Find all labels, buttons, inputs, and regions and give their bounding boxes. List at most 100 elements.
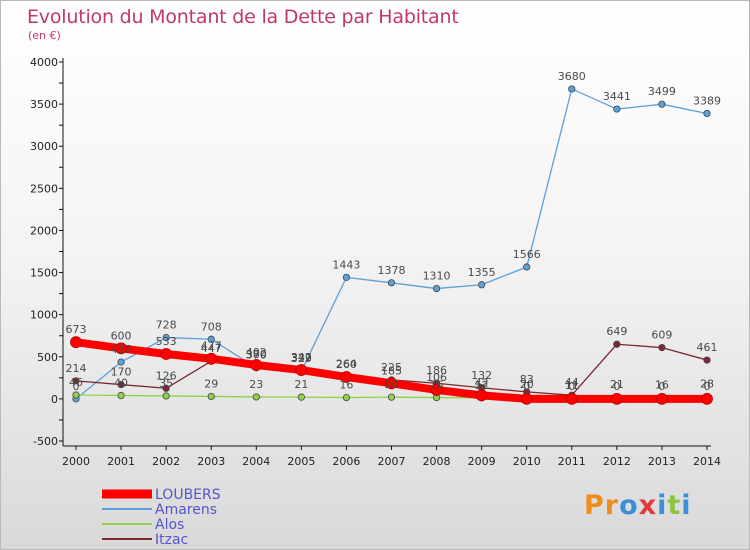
data-label-loubers: 185 xyxy=(381,364,402,377)
logo-letter: r xyxy=(604,490,620,521)
data-label-itzac: 380 xyxy=(246,348,267,361)
data-label-amarens: 3389 xyxy=(693,94,721,107)
data-label-itzac: 186 xyxy=(426,364,447,377)
x-tick-label: 2005 xyxy=(287,455,315,468)
data-label-amarens: 437 xyxy=(111,343,132,356)
data-label-amarens: 1310 xyxy=(423,270,451,283)
data-label-loubers: 260 xyxy=(336,358,357,371)
data-label-itzac: 170 xyxy=(111,366,132,379)
data-label-amarens: 1378 xyxy=(378,264,406,277)
data-point-alos xyxy=(117,391,125,400)
x-tick-label: 2002 xyxy=(152,455,180,468)
data-label-alos: 23 xyxy=(249,378,263,391)
legend-label-itzac: Itzac xyxy=(155,532,188,548)
x-tick-label: 2009 xyxy=(468,455,496,468)
y-tick-label: 500 xyxy=(37,351,58,364)
proxiti-logo: Proxiti xyxy=(584,490,692,521)
data-label-itzac: 337 xyxy=(291,352,312,365)
data-label-alos: 16 xyxy=(430,379,444,392)
data-point-amarens xyxy=(207,335,215,343)
data-label-amarens: 0 xyxy=(73,380,80,393)
x-tick-label: 2003 xyxy=(197,455,225,468)
data-label-itzac: 225 xyxy=(381,361,402,374)
x-tick-label: 2012 xyxy=(603,455,631,468)
data-label-itzac: 126 xyxy=(156,369,177,382)
data-label-itzac: 447 xyxy=(201,342,222,355)
data-point-alos xyxy=(297,393,305,401)
data-label-loubers: 106 xyxy=(426,371,447,384)
data-point-loubers xyxy=(656,392,668,405)
y-tick-label: 3000 xyxy=(30,140,58,153)
x-tick-label: 2006 xyxy=(332,455,360,468)
x-tick-label: 2007 xyxy=(378,455,406,468)
data-point-itzac xyxy=(703,356,711,364)
data-point-amarens xyxy=(613,105,621,113)
x-tick-label: 2001 xyxy=(107,455,135,468)
data-point-amarens xyxy=(162,333,170,342)
data-label-amarens: 3441 xyxy=(603,90,631,103)
data-point-amarens xyxy=(432,284,441,293)
data-label-amarens: 1566 xyxy=(513,248,541,261)
data-point-amarens xyxy=(117,358,125,366)
data-label-itzac: 83 xyxy=(520,373,534,386)
y-tick-label: 1000 xyxy=(30,309,58,322)
data-point-loubers xyxy=(115,342,127,355)
data-label-alos: 21 xyxy=(610,378,624,391)
data-label-amarens: 3499 xyxy=(648,85,676,98)
data-label-itzac: 649 xyxy=(606,325,627,338)
data-label-alos: 16 xyxy=(655,379,669,392)
data-label-loubers: 477 xyxy=(201,340,222,353)
logo-letter: i xyxy=(657,490,668,521)
data-point-alos xyxy=(72,391,80,399)
data-label-alos: 11 xyxy=(565,379,579,392)
data-label-loubers: 0 xyxy=(704,380,711,393)
data-point-amarens xyxy=(387,279,396,287)
y-tick-label: -500 xyxy=(33,435,58,448)
data-label-alos: 40 xyxy=(114,377,128,390)
y-tick-label: 2000 xyxy=(30,224,58,237)
data-point-loubers xyxy=(430,384,443,396)
data-point-itzac xyxy=(613,340,621,348)
y-tick-label: 4000 xyxy=(30,56,58,69)
y-tick-label: 2500 xyxy=(30,182,58,195)
data-label-alos: 12 xyxy=(475,379,489,392)
data-label-loubers: 600 xyxy=(111,329,132,342)
logo-letter: P xyxy=(584,490,605,521)
data-point-loubers xyxy=(70,336,82,349)
y-tick-label: 3500 xyxy=(30,98,58,111)
x-tick-label: 2004 xyxy=(242,455,270,468)
chart-title: Evolution du Montant de la Dette par Hab… xyxy=(27,6,459,28)
data-label-alos: 35 xyxy=(159,377,173,390)
data-point-alos xyxy=(387,393,396,401)
data-point-amarens xyxy=(703,109,711,118)
y-tick-label: 1500 xyxy=(30,267,58,280)
data-point-loubers xyxy=(205,352,218,365)
data-label-loubers: 0 xyxy=(523,380,530,393)
data-point-itzac xyxy=(72,377,80,385)
data-label-itzac: 609 xyxy=(651,329,672,342)
data-point-amarens xyxy=(523,263,531,271)
x-tick-label: 2014 xyxy=(693,455,721,468)
data-label-itzac: 132 xyxy=(471,369,492,382)
data-point-loubers xyxy=(475,389,488,402)
data-point-loubers xyxy=(340,371,353,383)
data-point-loubers xyxy=(295,364,308,376)
data-label-amarens: 1355 xyxy=(468,266,496,279)
data-point-loubers xyxy=(701,392,713,405)
x-tick-label: 2011 xyxy=(558,455,586,468)
legend-label-amarens: Amarens xyxy=(155,502,217,518)
data-label-loubers: 0 xyxy=(568,380,575,393)
data-point-loubers xyxy=(565,392,578,405)
logo-letter: o xyxy=(619,490,639,521)
data-label-itzac: 214 xyxy=(66,362,87,375)
data-label-amarens: 370 xyxy=(246,349,267,362)
data-label-itzac: 44 xyxy=(565,376,579,389)
data-label-itzac: 264 xyxy=(336,358,357,371)
data-label-alos: 16 xyxy=(339,379,353,392)
data-point-alos xyxy=(342,393,351,402)
data-point-alos xyxy=(162,392,170,400)
logo-letter: x xyxy=(638,490,658,521)
data-point-loubers xyxy=(520,392,533,405)
data-label-amarens: 329 xyxy=(291,352,312,365)
